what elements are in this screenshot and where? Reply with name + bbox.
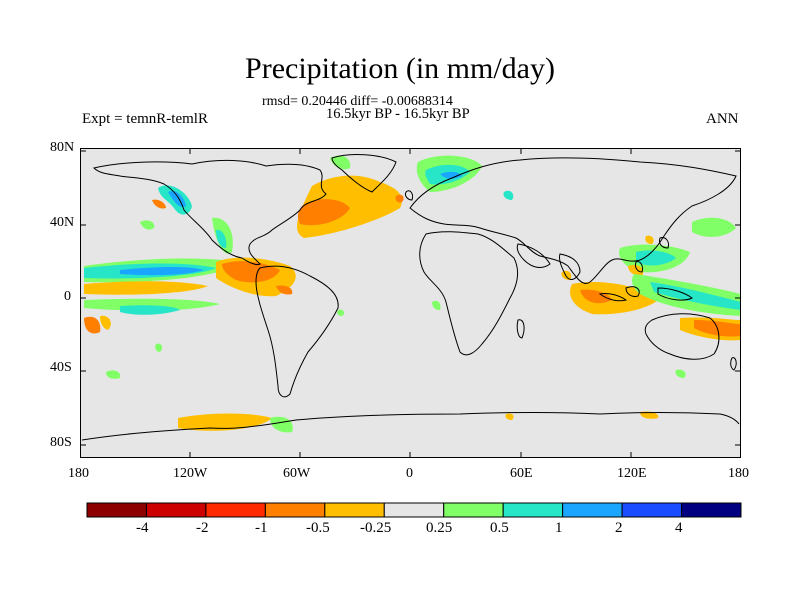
uk <box>405 190 413 201</box>
colorbar-swatch <box>264 502 326 518</box>
patch-phil-yellow <box>628 264 644 276</box>
patch-npac-east-green <box>692 217 736 237</box>
lon-label-180e: 180 <box>728 466 749 481</box>
rmsd-diff-stats: rmsd= 0.20446 diff= -0.00688314 <box>262 94 453 109</box>
lon-label-180w: 180 <box>68 466 89 481</box>
madagascar <box>516 319 525 339</box>
patch-gulf-cyan <box>216 229 227 248</box>
colorbar-label: 4 <box>675 520 683 536</box>
patch-spcz-cyan <box>650 282 741 310</box>
patch-india-yellow <box>561 270 572 280</box>
colorbar-swatch <box>621 502 683 518</box>
colorbar-label: -0.5 <box>306 520 330 536</box>
precipitation-map <box>80 148 741 458</box>
colorbar-swatch <box>502 502 564 518</box>
patch-sepac-yellow <box>100 315 111 330</box>
patch-natl-orange-small <box>395 194 404 203</box>
colorbar-swatch <box>562 502 623 518</box>
plot-title: Precipitation (in mm/day) <box>245 52 555 85</box>
patch-satl-green <box>337 309 345 316</box>
colorbar-swatch <box>383 502 445 518</box>
lat-label-40n: 40N <box>50 215 75 230</box>
lon-label-60w: 60W <box>283 466 311 481</box>
lon-label-0: 0 <box>406 466 413 481</box>
new-guinea <box>657 287 693 301</box>
coastlines <box>81 154 740 441</box>
map-ticks <box>80 148 741 458</box>
south-america <box>255 265 339 398</box>
patch-so-yellow-2 <box>640 411 659 419</box>
north-america <box>93 159 327 265</box>
sumatra-java <box>598 293 628 302</box>
patch-sepac-orange <box>84 316 101 334</box>
experiment-label: Expt = temnR-temlR <box>82 111 208 127</box>
colorbar-swatch <box>681 502 742 518</box>
colorbar-swatch <box>86 502 147 518</box>
patch-trop-pac-blue <box>120 267 204 276</box>
patch-china-yellow <box>645 235 654 244</box>
lon-label-120w: 120W <box>173 466 208 481</box>
patch-eq-pac-yellow <box>84 281 208 295</box>
india <box>559 253 581 280</box>
patch-npac-green <box>140 220 155 230</box>
patch-eq-pac-green <box>84 298 220 311</box>
patch-greenland-blue <box>440 171 462 179</box>
colorbar-label: -1 <box>255 520 268 536</box>
patch-wpac-cyan <box>636 250 676 266</box>
patch-spac-green-2 <box>106 370 121 379</box>
australia <box>644 313 720 360</box>
colorbar <box>86 502 742 518</box>
patch-amazon-orange <box>276 285 293 295</box>
patch-npac-orange <box>152 199 166 209</box>
colorbar-label: 0.25 <box>426 520 453 536</box>
colorbar-label: 1 <box>555 520 563 536</box>
colorbar-label: -0.25 <box>360 520 392 536</box>
anomaly-patches <box>84 155 741 433</box>
patch-natl-orange <box>297 199 350 226</box>
colorbar-label: -4 <box>136 520 149 536</box>
time-period: 16.5kyr BP - 16.5kyr BP <box>326 106 470 122</box>
japan <box>659 237 669 249</box>
greenland <box>331 154 397 193</box>
antarctica <box>81 412 740 441</box>
lat-label-0: 0 <box>64 289 71 304</box>
africa <box>419 231 518 356</box>
lon-label-120e: 120E <box>617 466 647 481</box>
patch-so-yellow-3 <box>505 413 514 420</box>
patch-aus-green <box>675 369 686 378</box>
patch-africa-green <box>432 300 441 310</box>
season-label: ANN <box>706 111 739 127</box>
colorbar-swatch <box>145 502 207 518</box>
patch-eq-pac-cyan <box>120 305 180 315</box>
lon-label-60e: 60E <box>510 466 533 481</box>
colorbar-label: -2 <box>196 520 209 536</box>
new-zealand <box>730 357 737 371</box>
lat-label-40s: 40S <box>50 360 72 375</box>
colorbar-swatch <box>205 502 266 518</box>
lat-label-80s: 80S <box>50 435 72 450</box>
colorbar-label: 2 <box>615 520 623 536</box>
colorbar-swatch <box>443 502 504 518</box>
patch-so-green <box>270 416 293 433</box>
colorbar-label: 0.5 <box>490 520 509 536</box>
lat-label-80n: 80N <box>50 140 75 155</box>
colorbar-swatch <box>324 502 385 518</box>
patch-spac-green <box>155 343 163 352</box>
eurasia <box>409 157 737 284</box>
patch-maritime-orange <box>580 289 612 304</box>
borneo <box>625 286 640 297</box>
patch-scand-cyan <box>503 190 514 200</box>
philippines <box>635 261 643 273</box>
arabia <box>516 243 551 268</box>
patch-arctic-green <box>330 155 351 170</box>
